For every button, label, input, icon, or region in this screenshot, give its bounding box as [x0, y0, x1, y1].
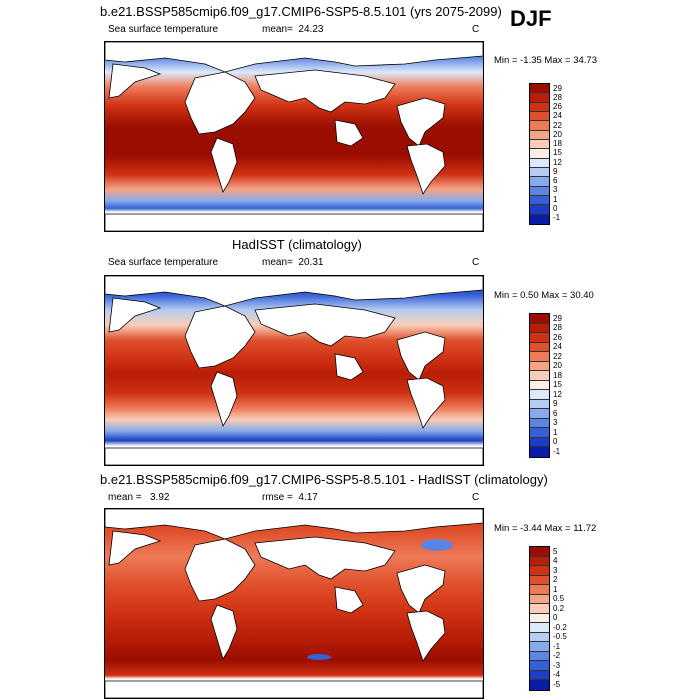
- panel-1-tick: 15: [553, 148, 562, 157]
- panel-3-tick: -3: [553, 661, 561, 670]
- panel-3-map: [104, 508, 484, 699]
- panel-3-title: b.e21.BSSP585cmip6.f09_g17.CMIP6-SSP5-8.…: [100, 472, 548, 487]
- panel-2-units: C: [472, 257, 480, 268]
- panel-1-tick: 20: [553, 130, 562, 139]
- panel-2-tick: 0: [553, 437, 558, 446]
- panel-3-colorbar: [529, 546, 550, 691]
- panel-1-colorbar: [529, 83, 550, 225]
- panel-1-continents: [105, 42, 483, 231]
- panel-2-tick: -1: [553, 447, 561, 456]
- panel-1-tick: -1: [553, 213, 561, 222]
- panel-3-rmse-label: rmse = 4.17: [262, 492, 318, 503]
- panel-3-tick: 0: [553, 613, 558, 622]
- panel-2-tick: 29: [553, 314, 562, 323]
- panel-2-tick: 3: [553, 418, 558, 427]
- panel-2-tick: 18: [553, 371, 562, 380]
- panel-1-tick: 24: [553, 111, 562, 120]
- panel-3-tick: -2: [553, 651, 561, 660]
- panel-2-mean-label: mean= 20.31: [262, 257, 324, 268]
- panel-1-tick: 29: [553, 84, 562, 93]
- panel-1-variable-label: Sea surface temperature: [108, 24, 219, 35]
- panel-2-tick: 26: [553, 333, 562, 342]
- panel-2-map: [104, 275, 484, 466]
- panel-2-tick: 28: [553, 323, 562, 332]
- panel-1-tick: 1: [553, 195, 558, 204]
- panel-2-title: HadISST (climatology): [232, 237, 362, 252]
- panel-1-mean-label: mean= 24.23: [262, 24, 324, 35]
- panel-3-mean-label: mean = 3.92: [108, 492, 170, 503]
- panel-3-tick: 3: [553, 566, 558, 575]
- panel-3-tick: -1: [553, 642, 561, 651]
- panel-2-variable-label: Sea surface temperature: [108, 257, 219, 268]
- panel-2-tick: 15: [553, 380, 562, 389]
- panel-3-units: C: [472, 492, 480, 503]
- panel-3-tick: 0.2: [553, 604, 565, 613]
- panel-1-tick: 22: [553, 121, 562, 130]
- panel-2-tick: 22: [553, 352, 562, 361]
- panel-2-tick: 12: [553, 390, 562, 399]
- panel-3-tick: -0.2: [553, 623, 567, 632]
- panel-1-units: C: [472, 24, 480, 35]
- panel-3-tick: -4: [553, 670, 561, 679]
- panel-1-minmax: Min = -1.35 Max = 34.73: [494, 55, 597, 66]
- panel-2-minmax: Min = 0.50 Max = 30.40: [494, 290, 594, 301]
- panel-1-tick: 0: [553, 204, 558, 213]
- panel-1-title: b.e21.BSSP585cmip6.f09_g17.CMIP6-SSP5-8.…: [100, 4, 502, 19]
- panel-1-tick: 3: [553, 185, 558, 194]
- panel-1-map: [104, 41, 484, 232]
- panel-3-tick: 4: [553, 556, 558, 565]
- panel-1-tick: 12: [553, 158, 562, 167]
- panel-3-tick: -5: [553, 680, 561, 689]
- panel-3-minmax: Min = -3.44 Max = 11.72: [494, 523, 597, 534]
- panel-3-continents: [105, 509, 483, 698]
- panel-3-tick: 0.5: [553, 594, 565, 603]
- panel-2-tick: 20: [553, 361, 562, 370]
- panel-1-tick: 6: [553, 176, 558, 185]
- panel-2-tick: 6: [553, 409, 558, 418]
- panel-3-tick: -0.5: [553, 632, 567, 641]
- panel-1-tick: 28: [553, 93, 562, 102]
- panel-3-tick: 1: [553, 585, 558, 594]
- panel-2-tick: 24: [553, 342, 562, 351]
- panel-2-continents: [105, 276, 483, 465]
- panel-2-colorbar: [529, 313, 550, 458]
- panel-3-tick: 2: [553, 575, 558, 584]
- season-label: DJF: [510, 6, 552, 31]
- panel-1-tick: 18: [553, 139, 562, 148]
- panel-2-tick: 1: [553, 428, 558, 437]
- panel-3-tick: 5: [553, 547, 558, 556]
- panel-2-tick: 9: [553, 399, 558, 408]
- panel-1-tick: 26: [553, 102, 562, 111]
- panel-1-tick: 9: [553, 167, 558, 176]
